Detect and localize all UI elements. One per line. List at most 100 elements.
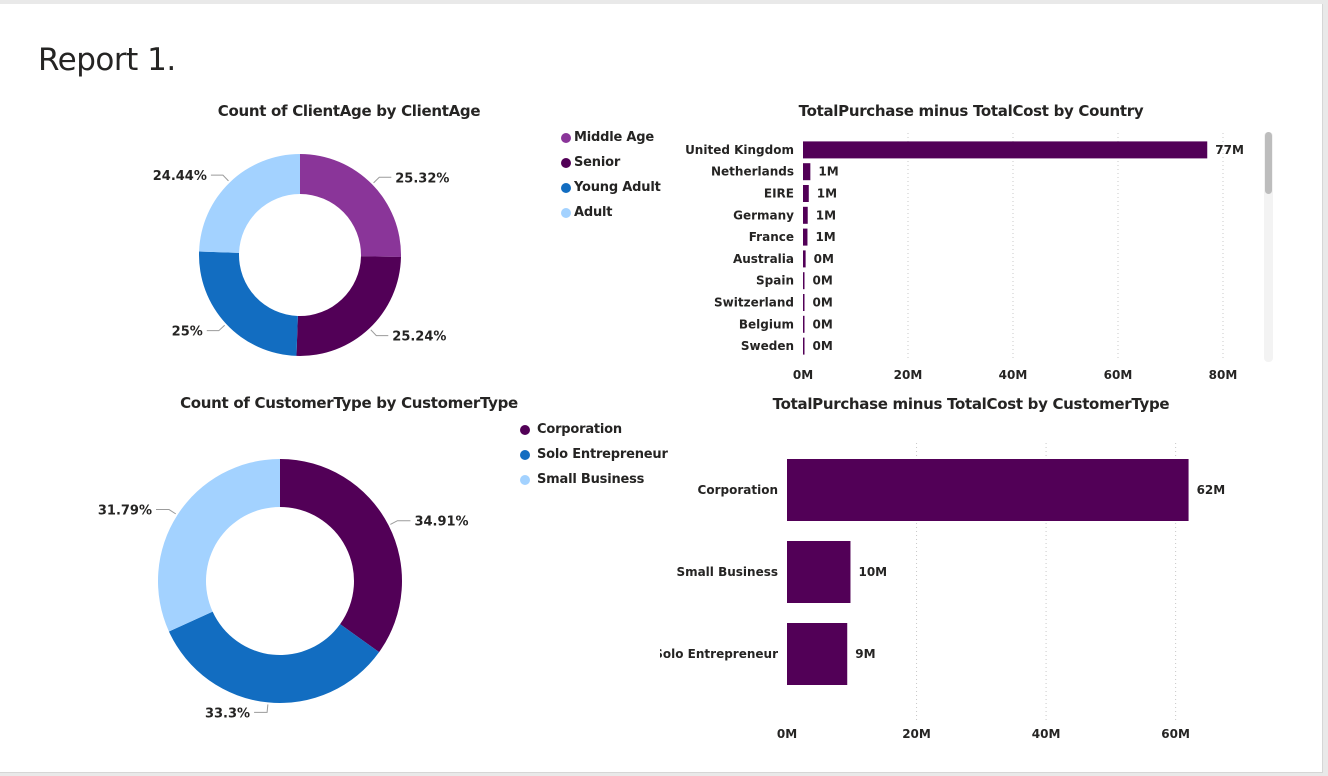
legend-dot-icon	[520, 449, 530, 460]
customer-type-data-label: 34.91%	[414, 515, 468, 530]
data-label: 1M	[818, 165, 838, 179]
bar[interactable]	[803, 294, 805, 311]
data-label: 1M	[816, 208, 836, 222]
legend-item-adult[interactable]: Adult	[561, 200, 661, 225]
customer-type-slice[interactable]	[168, 611, 380, 703]
category-label: Germany	[733, 208, 794, 222]
client-age-slice[interactable]	[199, 154, 300, 253]
customer-type-legend: Corporation Solo Entrepreneur Small Busi…	[520, 417, 668, 492]
x-tick-label: 40M	[1032, 727, 1061, 741]
data-label: 10M	[858, 565, 887, 579]
country-bar-chart[interactable]: 0M 20M 40M 60M 80M United Kingdom 77M Netherlan…	[660, 130, 1260, 386]
client-age-chart-title: Count of ClientAge by ClientAge	[217, 102, 481, 120]
legend-label: Solo Entrepreneur	[537, 447, 668, 462]
bar[interactable]	[803, 141, 1208, 159]
x-tick-label: 20M	[902, 727, 931, 741]
data-label: 0M	[813, 274, 833, 288]
legend-label: Corporation	[537, 422, 622, 437]
legend-dot-icon	[561, 157, 571, 168]
report-title: Report 1.	[38, 42, 176, 78]
category-label: EIRE	[764, 187, 794, 201]
legend-dot-icon	[561, 207, 571, 218]
legend-dot-icon	[561, 132, 571, 143]
category-label: Australia	[733, 252, 794, 266]
category-label: Netherlands	[711, 165, 794, 179]
x-tick-label: 60M	[1161, 727, 1190, 741]
legend-label: Young Adult	[574, 180, 661, 195]
client-age-slice[interactable]	[300, 154, 401, 258]
client-age-legend: Middle Age Senior Young Adult Adult	[561, 125, 661, 225]
bar[interactable]	[803, 228, 808, 246]
legend-label: Adult	[574, 205, 613, 220]
x-tick-label: 80M	[1209, 368, 1238, 382]
customer-type-data-label: 31.79%	[98, 504, 152, 519]
client-age-leader-line	[373, 176, 392, 184]
x-tick-label: 0M	[793, 368, 813, 382]
legend-label: Small Business	[537, 472, 645, 487]
customer-type-bar-chart-title: TotalPurchase minus TotalCost by Custome…	[772, 395, 1170, 413]
legend-item-solo-entrepreneur[interactable]: Solo Entrepreneur	[520, 442, 668, 467]
bar[interactable]	[787, 623, 848, 685]
client-age-data-label: 24.44%	[153, 169, 207, 184]
bar[interactable]	[803, 163, 811, 181]
data-label: 0M	[814, 252, 834, 266]
client-age-data-label: 25.32%	[395, 171, 449, 186]
client-age-slice[interactable]	[296, 256, 401, 356]
data-label: 1M	[815, 230, 835, 244]
category-label: Sweden	[741, 339, 794, 353]
customer-type-donut-chart[interactable]: 34.91% 33.3% 31.79%	[70, 434, 510, 734]
x-tick-label: 60M	[1104, 368, 1133, 382]
customer-type-slice[interactable]	[158, 459, 280, 632]
report-canvas: Report 1. Count of ClientAge by ClientAg…	[0, 4, 1323, 773]
customer-type-slice[interactable]	[280, 459, 402, 653]
x-tick-label: 20M	[894, 368, 923, 382]
bar[interactable]	[803, 250, 806, 268]
country-chart-scrollbar[interactable]	[1264, 132, 1273, 362]
legend-label: Middle Age	[574, 130, 654, 145]
scrollbar-thumb[interactable]	[1265, 132, 1272, 194]
legend-item-young-adult[interactable]: Young Adult	[561, 175, 661, 200]
customer-type-data-label: 33.3%	[205, 706, 250, 721]
data-label: 0M	[813, 339, 833, 353]
data-label: 1M	[817, 187, 837, 201]
category-label: United Kingdom	[685, 143, 794, 157]
category-label: France	[749, 230, 794, 244]
category-label: Solo Entrepreneur	[660, 647, 778, 661]
bar[interactable]	[787, 459, 1189, 521]
client-age-slice[interactable]	[199, 251, 298, 356]
client-age-leader-line	[210, 174, 229, 182]
client-age-data-label: 25%	[172, 325, 203, 340]
legend-item-middle-age[interactable]: Middle Age	[561, 125, 661, 150]
client-age-donut-chart[interactable]: 25.32% 25.24% 25% 24.44%	[130, 134, 470, 374]
category-label: Small Business	[676, 565, 778, 579]
bar[interactable]	[803, 272, 805, 290]
country-chart-title: TotalPurchase minus TotalCost by Country	[798, 102, 1144, 120]
legend-label: Senior	[574, 155, 621, 170]
category-label: Corporation	[698, 483, 778, 497]
legend-dot-icon	[520, 474, 530, 485]
bar[interactable]	[787, 541, 851, 603]
legend-dot-icon	[561, 182, 571, 193]
customer-type-leader-line	[390, 520, 411, 525]
legend-item-senior[interactable]: Senior	[561, 150, 661, 175]
bar[interactable]	[803, 337, 805, 355]
data-label: 0M	[813, 296, 833, 310]
category-label: Belgium	[739, 317, 794, 331]
bar[interactable]	[803, 315, 805, 333]
data-label: 9M	[855, 647, 875, 661]
client-age-leader-line	[206, 324, 225, 332]
x-tick-label: 0M	[777, 727, 797, 741]
category-label: Switzerland	[714, 296, 794, 310]
bar[interactable]	[803, 185, 809, 202]
bar[interactable]	[803, 206, 808, 224]
customer-type-bar-chart[interactable]: 0M 20M 40M 60M Corporation 62M Small Business 1…	[660, 424, 1260, 749]
customer-type-leader-line	[254, 704, 269, 713]
client-age-leader-line	[370, 329, 389, 337]
data-label: 62M	[1197, 483, 1226, 497]
legend-dot-icon	[520, 424, 530, 435]
legend-item-small-business[interactable]: Small Business	[520, 467, 668, 492]
legend-item-corporation[interactable]: Corporation	[520, 417, 668, 442]
client-age-data-label: 25.24%	[392, 330, 446, 345]
x-tick-label: 40M	[999, 368, 1028, 382]
data-label: 0M	[813, 317, 833, 331]
